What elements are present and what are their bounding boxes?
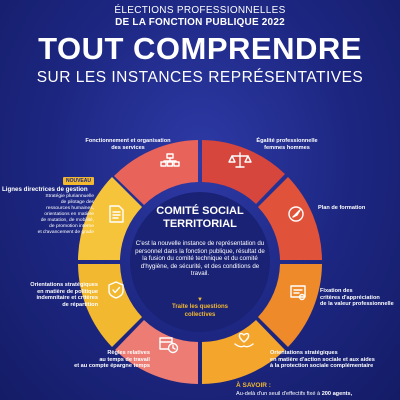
center-cta-line-2: collectives	[184, 311, 216, 318]
clock-calendar-icon	[159, 337, 179, 354]
label-politique-line-2: en matière de politique	[37, 288, 98, 295]
label-fonctionnement: Fonctionnement et organisation des servi…	[78, 138, 178, 151]
segment-action-sociale	[202, 320, 285, 384]
label-politique-line-3: indemnitaire et critères	[36, 295, 98, 302]
down-arrow-icon: ▼	[197, 297, 203, 303]
label-temps-travail-line-1: Règles relatives	[107, 350, 150, 356]
shield-check-icon	[108, 281, 124, 299]
label-lignes-title: Lignes directrices de gestion	[2, 185, 88, 193]
segment-fixation	[258, 264, 322, 347]
savoir-text: Au-delà d'un seuil d'effectifs fixé à 20…	[236, 391, 352, 397]
label-plan-formation-line-1: Plan de formation	[318, 205, 366, 211]
label-lignes-line-3: ressources humaines,	[46, 205, 94, 211]
page-subtitle: SUR LES INSTANCES REPRÉSENTATIVES	[36, 69, 364, 86]
segment-egalite	[202, 140, 285, 204]
certificate-icon	[290, 285, 306, 301]
center-disc	[130, 192, 270, 332]
page-title: TOUT COMPRENDRE	[38, 31, 362, 66]
scales-icon	[228, 152, 252, 168]
segment-fonctionnement	[114, 140, 198, 205]
label-lignes-line-5: de mutation, de mobilité,	[40, 217, 94, 223]
savoir-text-bold: 200 agents,	[321, 391, 353, 397]
label-lignes-directrices: NOUVEAU Lignes directrices de gestion St…	[2, 177, 94, 236]
org-chart-icon	[160, 153, 180, 167]
center-title: COMITÉ SOCIAL TERRITORIAL	[150, 205, 250, 231]
label-fixation-line-1: Fixation des	[320, 288, 353, 294]
label-action-sociale-line-2: en matière d'action sociale et aux aides	[270, 356, 375, 363]
label-fonctionnement-line-1: Fonctionnement et organisation	[85, 138, 171, 144]
label-action-sociale: Orientations stratégiques en matière d'a…	[270, 350, 398, 370]
label-politique-line-4: de répartition	[62, 301, 98, 308]
header-line-1: ÉLECTIONS PROFESSIONNELLES	[114, 5, 286, 16]
label-plan-formation: Plan de formation	[318, 205, 398, 212]
label-lignes-line-2: de pilotage des	[60, 199, 94, 205]
label-egalite-line-1: Égalité professionnelle	[256, 138, 318, 144]
label-lignes-line-7: et d'avancement de grade	[37, 229, 94, 235]
savoir-text-prefix: Au-delà d'un seuil d'effectifs fixé à	[236, 391, 322, 397]
savoir-title: À SAVOIR :	[236, 382, 271, 389]
label-action-sociale-line-1: Orientations stratégiques	[270, 350, 338, 356]
header-line-2: DE LA FONCTION PUBLIQUE 2022	[115, 17, 285, 28]
label-fonctionnement-line-2: des services	[111, 144, 145, 151]
label-lignes-line-4: orientations en matière	[44, 211, 94, 217]
center-title-line-1: COMITÉ SOCIAL	[156, 205, 244, 217]
label-fixation-line-3: de la valeur professionnelle	[320, 301, 394, 308]
label-fixation-line-2: critères d'appréciation	[320, 294, 380, 301]
segment-politique-indemnitaire	[78, 264, 142, 347]
segment-temps-travail	[115, 320, 198, 384]
label-lignes-line-6: de promotion interne	[49, 223, 94, 229]
nouveau-badge: NOUVEAU	[62, 177, 94, 185]
label-fixation: Fixation des critères d'appréciation de …	[320, 288, 400, 308]
label-politique-line-1: Orientations stratégiques	[30, 282, 98, 288]
label-action-sociale-line-3: à la protection sociale complémentaire	[270, 363, 374, 370]
compass-icon	[288, 206, 304, 222]
label-lignes-line-1: Stratégie pluriannuelle	[45, 193, 94, 199]
center-cta-line-1: Traite les questions	[171, 304, 229, 311]
center-title-line-2: TERRITORIAL	[163, 218, 237, 230]
heart-hands-icon	[234, 332, 254, 348]
label-temps-travail: Règles relatives au temps de travail et …	[40, 350, 150, 370]
label-egalite-line-2: femmes hommes	[264, 144, 310, 151]
center-description: C'est la nouvelle instance de représenta…	[135, 240, 265, 278]
center-cta: ▼ Traite les questions collectives	[150, 297, 250, 319]
document-icon	[109, 205, 124, 223]
label-politique-indemnitaire: Orientations stratégiques en matière de …	[2, 282, 98, 308]
label-temps-travail-line-3: et au compte épargne temps	[74, 363, 150, 370]
label-temps-travail-line-2: au temps de travail	[99, 356, 150, 363]
label-egalite: Égalité professionnelle femmes hommes	[242, 138, 332, 151]
